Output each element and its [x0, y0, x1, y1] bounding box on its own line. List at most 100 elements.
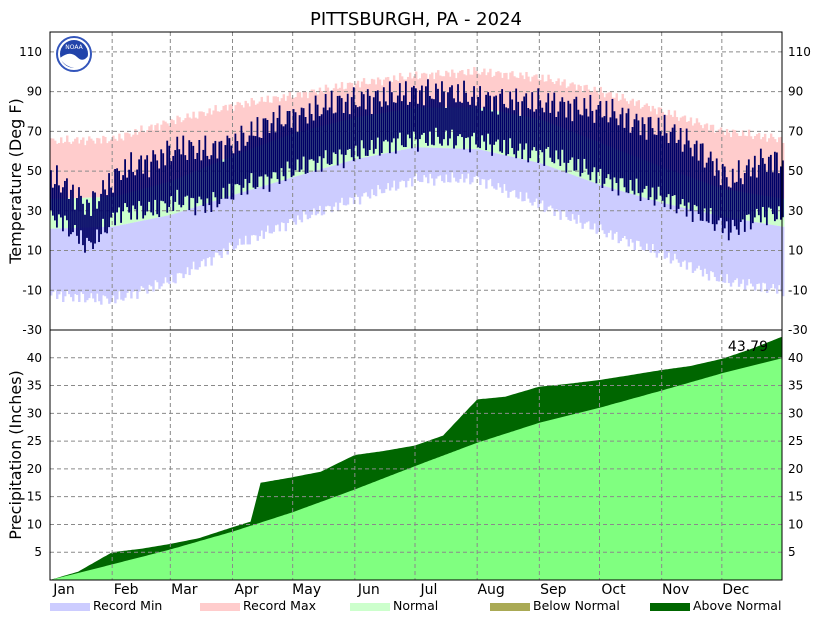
observed-temperature-bar [288, 110, 291, 169]
record-max-bar [380, 85, 384, 114]
record-min-bar [198, 205, 201, 268]
record-max-bar [184, 118, 187, 176]
record-max-bar [565, 87, 568, 130]
observed-temperature-bar [396, 95, 399, 139]
record-min-bar [699, 211, 703, 270]
observed-temperature-bar [388, 81, 391, 154]
record-min-bar [655, 201, 659, 258]
record-min-bar [210, 201, 213, 266]
record-min-bar [276, 181, 280, 225]
record-min-bar [753, 222, 757, 291]
observed-temperature-bar [400, 101, 403, 146]
observed-temperature-bar [757, 164, 760, 216]
normal-range-bar [138, 189, 141, 222]
observed-temperature-bar [493, 96, 496, 145]
observed-temperature-bar [495, 95, 498, 142]
record-max-bar [194, 117, 197, 172]
legend-swatch [50, 603, 90, 611]
record-min-bar [489, 151, 492, 179]
record-min-bar [270, 183, 274, 234]
record-max-bar [52, 138, 55, 199]
record-min-bar [691, 209, 695, 273]
observed-temperature-bar [671, 127, 674, 196]
observed-temperature-bar [274, 132, 277, 173]
observed-temperature-bar [348, 114, 351, 149]
record-min-bar [763, 223, 767, 284]
record-max-bar [645, 103, 649, 161]
record-min-bar [769, 224, 773, 288]
observed-temperature-bar [681, 151, 684, 200]
record-min-bar [160, 216, 163, 287]
record-max-bar [549, 79, 552, 124]
record-min-bar [581, 178, 584, 229]
record-max-bar [711, 124, 715, 186]
record-min-bar [629, 193, 632, 240]
record-min-bar [559, 170, 562, 220]
record-min-bar [238, 193, 241, 239]
record-min-bar [623, 191, 626, 236]
observed-temperature-bar [404, 81, 407, 148]
observed-temperature-bar [747, 159, 750, 215]
record-min-bar [320, 168, 324, 216]
record-min-bar [583, 179, 586, 224]
record-min-bar [200, 205, 203, 262]
record-max-bar [408, 72, 412, 109]
record-min-bar [108, 226, 111, 304]
record-min-bar [96, 227, 99, 294]
record-min-bar [388, 152, 392, 191]
record-max-bar [50, 138, 53, 199]
record-min-bar [410, 148, 414, 187]
observed-temperature-bar [338, 95, 341, 150]
observed-temperature-bar [372, 97, 375, 154]
observed-temperature-bar [591, 110, 594, 173]
record-min-bar [509, 156, 512, 193]
precipitation-tick-label-left: 10 [27, 517, 42, 531]
record-max-bar [254, 104, 257, 148]
observed-temperature-bar [589, 94, 592, 181]
record-max-bar [593, 86, 596, 141]
record-min-bar [719, 216, 723, 275]
record-max-bar [481, 72, 484, 109]
record-max-bar [475, 70, 478, 108]
observed-temperature-bar [118, 170, 120, 208]
observed-temperature-bar [72, 184, 74, 233]
record-max-bar [230, 104, 233, 157]
record-min-bar [595, 183, 598, 234]
observed-temperature-bar [625, 113, 628, 193]
record-min-bar [252, 188, 255, 235]
observed-temperature-bar [168, 145, 171, 208]
observed-temperature-bar [312, 120, 315, 161]
observed-temperature-bar [194, 159, 197, 216]
record-max-bar [200, 111, 203, 169]
record-max-bar [214, 105, 217, 163]
record-min-bar [665, 203, 669, 258]
record-max-bar [90, 138, 93, 198]
observed-temperature-bar [417, 103, 419, 152]
record-max-bar [743, 135, 747, 193]
record-min-bar [565, 172, 568, 218]
record-min-bar [527, 160, 530, 199]
record-min-bar [545, 165, 548, 211]
observed-temperature-bar [340, 98, 343, 155]
record-min-bar [176, 212, 179, 274]
record-min-bar [755, 222, 759, 285]
observed-temperature-bar [637, 120, 640, 194]
record-min-bar [761, 223, 765, 283]
record-max-bar [320, 91, 324, 127]
record-max-bar [629, 100, 632, 155]
record-max-bar [459, 70, 462, 108]
observed-temperature-bar [653, 134, 656, 206]
record-min-bar [182, 210, 185, 279]
observed-temperature-bar [248, 135, 251, 184]
record-min-bar [370, 155, 374, 190]
record-max-bar [356, 80, 360, 118]
normal-range-bar [176, 178, 179, 213]
observed-temperature-bar [737, 160, 740, 235]
observed-temperature-bar [266, 119, 269, 177]
record-min-bar [146, 219, 149, 294]
record-min-bar [404, 149, 408, 188]
observed-temperature-bar [246, 141, 249, 195]
record-min-bar [222, 198, 225, 249]
record-min-bar [431, 147, 434, 179]
record-min-bar [312, 171, 316, 209]
